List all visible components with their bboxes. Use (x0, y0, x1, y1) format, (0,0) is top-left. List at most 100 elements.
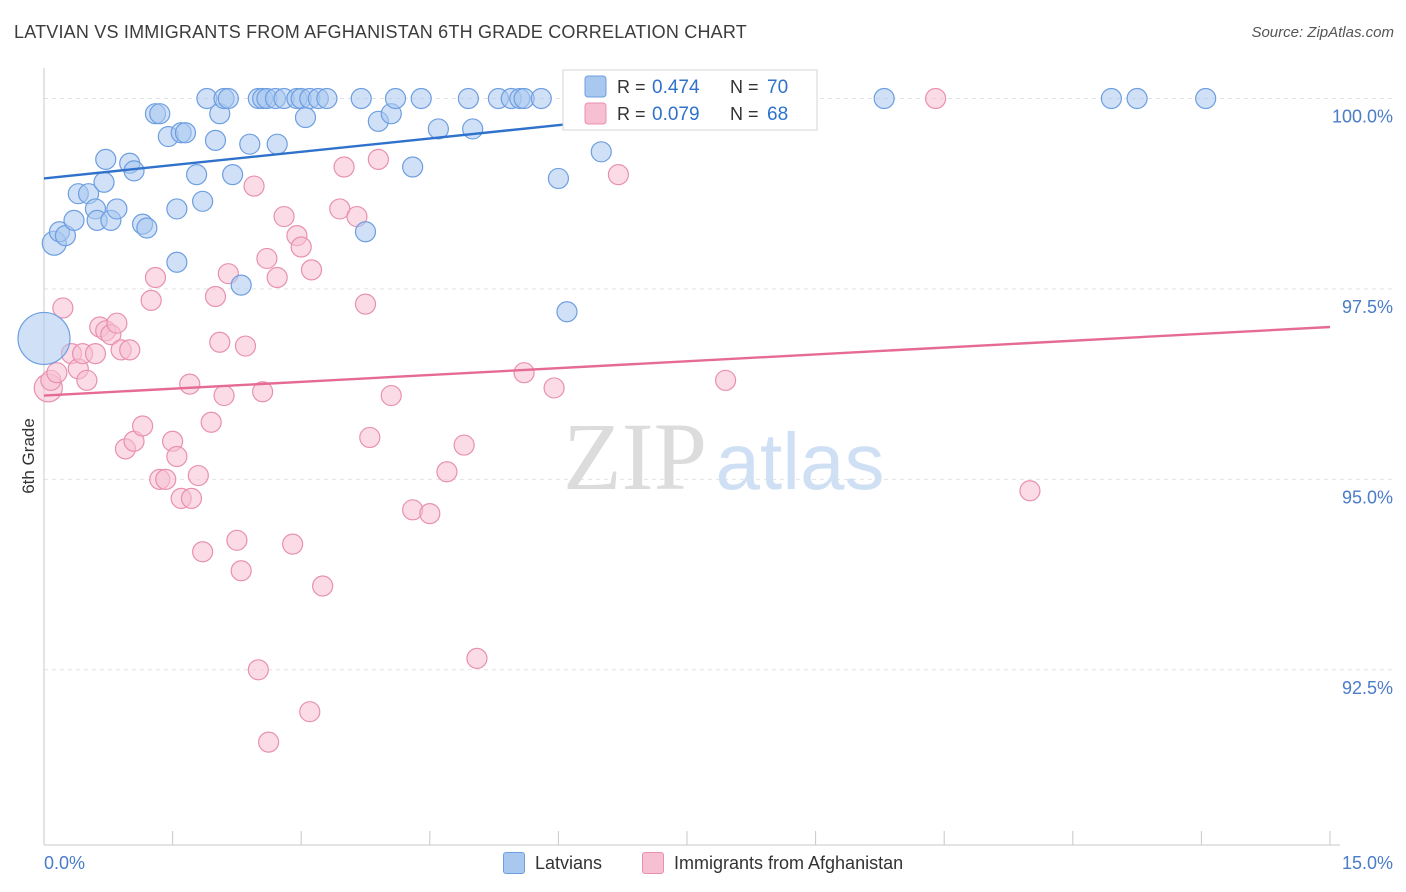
afghanistan-point (230, 560, 252, 582)
latvians-point (1126, 87, 1148, 110)
afghanistan-point (166, 445, 188, 468)
afghanistan-point (333, 156, 355, 178)
legend-swatch-latvians (584, 75, 607, 98)
y-tick-label: 97.5% (1342, 297, 1393, 317)
afghanistan-point (380, 384, 402, 407)
latvians-point (95, 148, 117, 171)
latvians-point (590, 141, 612, 163)
latvians-point (230, 274, 252, 296)
afghanistan-point (256, 247, 278, 270)
legend-swatch-afghanistan (584, 102, 607, 125)
latvians-point (410, 87, 432, 110)
afghanistan-point (131, 415, 154, 437)
latvians-point (530, 87, 552, 110)
afghanistan-point (543, 377, 565, 399)
latvians-point (166, 198, 188, 220)
legend-item-afghanistan[interactable]: Immigrants from Afghanistan (642, 852, 903, 874)
legend-r-value: 0.079 (652, 104, 700, 125)
afghanistan-point (354, 293, 377, 315)
series-afghanistan-points (33, 87, 1041, 753)
afghanistan-point (607, 164, 630, 186)
latvians-point (294, 106, 317, 129)
latvians-point (1195, 87, 1217, 110)
afghanistan-point (187, 464, 209, 487)
chart-title: LATVIAN VS IMMIGRANTS FROM AFGHANISTAN 6… (14, 22, 747, 42)
afghanistan-point (140, 289, 162, 311)
latvians-point (873, 87, 895, 110)
latvians-point (427, 118, 449, 140)
tick-labels: 92.5% 95.0% 97.5% 100.0% 0.0% 15.0% (44, 106, 1393, 873)
watermark: ZIP atlas (563, 403, 884, 510)
afghanistan-point (453, 434, 475, 456)
afghanistan-point (513, 362, 535, 384)
afghanistan-point (402, 499, 424, 521)
source-credit: Source: ZipAtlas.com (1251, 24, 1394, 41)
latvians-point (402, 156, 424, 178)
afghanistan-point (714, 369, 737, 391)
afghanistan-point (925, 87, 947, 110)
legend-item-latvians[interactable]: Latvians (503, 852, 602, 874)
latvians-point (354, 221, 377, 243)
latvians-point (239, 133, 261, 155)
afghanistan-point (192, 541, 214, 563)
latvians-point (384, 87, 407, 110)
afghanistan-point (234, 335, 257, 357)
latvians-point (166, 251, 188, 273)
latvians-point (316, 87, 338, 110)
legend-n-label: N = (730, 77, 759, 97)
afghanistan-point (299, 701, 321, 723)
latvians-point (174, 122, 197, 144)
afghanistan-point (179, 373, 201, 395)
y-tick-label: 92.5% (1342, 678, 1393, 698)
legend-swatch-latvians (503, 852, 525, 874)
latvians-point (266, 133, 288, 155)
latvians-point (63, 209, 85, 231)
latvians-point (93, 171, 115, 193)
y-tick-label: 100.0% (1332, 106, 1393, 126)
latvians-point (192, 190, 214, 212)
afghanistan-point (312, 575, 334, 597)
afghanistan-point (247, 659, 269, 681)
afghanistan-point (466, 647, 488, 669)
afghanistan-point (106, 312, 128, 334)
legend-n-value: 68 (767, 104, 788, 125)
afghanistan-point (359, 426, 381, 449)
legend-r-label: R = (617, 77, 646, 97)
afghanistan-point (1019, 480, 1041, 502)
afghanistan-point (180, 487, 203, 509)
x-tick-label: 15.0% (1342, 853, 1393, 873)
legend-label-latvians: Latvians (535, 852, 603, 873)
afghanistan-point (119, 339, 141, 361)
afghanistan-point (209, 331, 231, 353)
afghanistan-point (436, 461, 458, 483)
afghanistan-point (252, 381, 274, 403)
latvians-point (106, 198, 128, 220)
legend-r-value: 0.474 (652, 77, 700, 98)
afghanistan-point (367, 148, 389, 171)
axes (43, 68, 1340, 846)
afghanistan-point (84, 343, 107, 365)
legend-n-value: 70 (767, 77, 788, 98)
legend-n-label: N = (730, 104, 759, 124)
latvians-point (204, 129, 227, 151)
afghanistan-point (144, 266, 167, 289)
watermark-atlas: atlas (716, 417, 885, 506)
correlation-legend: R = 0.474 N = 70 R = 0.079 N = 68 (562, 69, 818, 131)
latvians-point (136, 217, 158, 239)
afghanistan-point (76, 369, 98, 391)
latvians-point (186, 164, 208, 186)
afghanistan-point (226, 529, 248, 551)
afghanistan-point (419, 503, 441, 525)
afghanistan-point (273, 205, 295, 228)
series-legend: Latvians Immigrants from Afghanistan (0, 850, 1406, 880)
afghanistan-point (46, 362, 68, 384)
afghanistan-point (290, 236, 312, 258)
afghanistan-point (52, 297, 74, 319)
y-axis-label: 6th Grade (19, 418, 38, 494)
latvians-point (17, 311, 71, 366)
latvians-point (222, 164, 244, 186)
x-tick-label: 0.0% (44, 853, 85, 873)
latvians-point (556, 301, 578, 323)
afghanistan-trend-line (43, 325, 1331, 397)
